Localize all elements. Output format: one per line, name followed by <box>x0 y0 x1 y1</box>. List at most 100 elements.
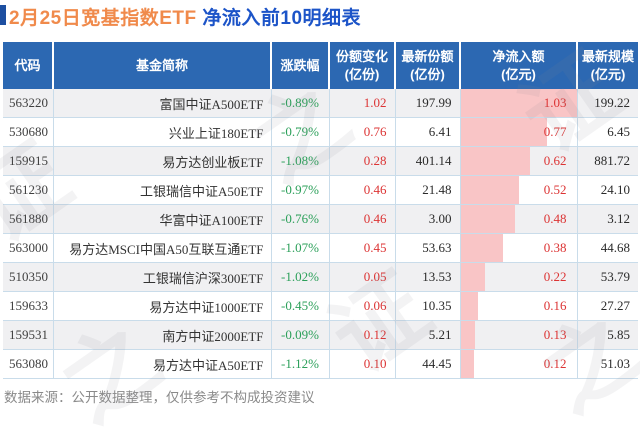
fund-name-cell: 易方达中证1000ETF <box>53 291 272 321</box>
etf-flow-table: 代码 基金简称 涨跌幅 份额变化 (亿份) 最新份额 (亿份) 净流入额 (亿元) 最新规模 (亿元… <box>3 42 638 379</box>
fund-name-cell: 南方中证2000ETF <box>53 320 272 350</box>
table-row: 159531 南方中证2000ETF -0.09% 0.12 5.21 0.13 5.85 <box>3 320 638 350</box>
table-row: 561880 华富中证A100ETF -0.76% 0.46 3.00 0.48 3.12 <box>3 204 638 234</box>
change-pct-cell: -1.02% <box>271 262 330 292</box>
latest-scale-cell: 3.12 <box>577 204 638 234</box>
fund-code-cell: 530680 <box>3 117 54 147</box>
net-inflow-bar <box>460 292 479 320</box>
fund-code-cell: 563080 <box>3 349 54 379</box>
title-highlight: 2月25日宽基指数ETF <box>9 8 197 29</box>
column-header: 基金简称 <box>53 42 272 89</box>
change-pct-cell: -0.79% <box>271 117 330 147</box>
latest-share-cell: 6.41 <box>395 117 461 147</box>
latest-scale-cell: 44.68 <box>577 233 638 263</box>
latest-scale-cell: 24.10 <box>577 175 638 205</box>
latest-share-cell: 401.14 <box>395 146 461 176</box>
latest-share-cell: 21.48 <box>395 175 461 205</box>
fund-code-cell: 159633 <box>3 291 54 321</box>
column-header: 涨跌幅 <box>271 42 330 89</box>
share-change-cell: 0.12 <box>329 320 396 350</box>
fund-name-cell: 易方达创业板ETF <box>53 146 272 176</box>
table-header: 代码 基金简称 涨跌幅 份额变化 (亿份) 最新份额 (亿份) 净流入额 (亿元) 最新规模 (亿元… <box>3 42 638 89</box>
table-row: 510350 工银瑞信沪深300ETF -1.02% 0.05 13.53 0.22 53.… <box>3 262 638 292</box>
net-inflow-bar <box>460 263 486 291</box>
change-pct-cell: -0.97% <box>271 175 330 205</box>
change-pct-cell: -0.89% <box>271 89 330 118</box>
column-header: 最新份额 (亿份) <box>395 42 461 89</box>
table-row: 561230 工银瑞信中证A50ETF -0.97% 0.46 21.48 0.52 24.… <box>3 175 638 205</box>
latest-scale-cell: 881.72 <box>577 146 638 176</box>
net-inflow-cell: 0.52 <box>460 175 578 205</box>
table-row: 159915 易方达创业板ETF -1.08% 0.28 401.14 0.62 881.7… <box>3 146 638 176</box>
net-inflow-cell: 0.22 <box>460 262 578 292</box>
share-change-cell: 0.10 <box>329 349 396 379</box>
latest-share-cell: 13.53 <box>395 262 461 292</box>
fund-name-cell: 工银瑞信中证A50ETF <box>53 175 272 205</box>
fund-code-cell: 510350 <box>3 262 54 292</box>
net-inflow-cell: 0.48 <box>460 204 578 234</box>
latest-scale-cell: 27.27 <box>577 291 638 321</box>
change-pct-cell: -0.45% <box>271 291 330 321</box>
net-inflow-cell: 0.38 <box>460 233 578 263</box>
table-row: 530680 兴业上证180ETF -0.79% 0.76 6.41 0.77 6.45 <box>3 117 638 147</box>
change-pct-cell: -0.09% <box>271 320 330 350</box>
latest-share-cell: 44.45 <box>395 349 461 379</box>
share-change-cell: 0.76 <box>329 117 396 147</box>
net-inflow-bar <box>460 89 576 117</box>
net-inflow-bar <box>460 147 531 175</box>
net-inflow-bar <box>460 350 475 378</box>
fund-name-cell: 兴业上证180ETF <box>53 117 272 147</box>
latest-share-cell: 3.00 <box>395 204 461 234</box>
net-inflow-cell: 0.13 <box>460 320 578 350</box>
fund-code-cell: 561230 <box>3 175 54 205</box>
net-inflow-bar <box>460 234 504 262</box>
change-pct-cell: -1.12% <box>271 349 330 379</box>
net-inflow-cell: 0.12 <box>460 349 578 379</box>
fund-name-cell: 工银瑞信沪深300ETF <box>53 262 272 292</box>
latest-scale-cell: 51.03 <box>577 349 638 379</box>
net-inflow-cell: 1.03 <box>460 89 578 118</box>
change-pct-cell: -0.76% <box>271 204 330 234</box>
net-inflow-cell: 0.62 <box>460 146 578 176</box>
net-inflow-bar <box>460 176 520 204</box>
latest-scale-cell: 5.85 <box>577 320 638 350</box>
latest-share-cell: 197.99 <box>395 89 461 118</box>
net-inflow-bar <box>460 321 476 349</box>
share-change-cell: 1.02 <box>329 89 396 118</box>
share-change-cell: 0.05 <box>329 262 396 292</box>
latest-scale-cell: 6.45 <box>577 117 638 147</box>
column-header: 净流入额 (亿元) <box>460 42 578 89</box>
table-row: 563220 富国中证A500ETF -0.89% 1.02 197.99 1.03 199… <box>3 89 638 118</box>
fund-code-cell: 159915 <box>3 146 54 176</box>
latest-scale-cell: 199.22 <box>577 89 638 118</box>
change-pct-cell: -1.08% <box>271 146 330 176</box>
net-inflow-cell: 0.77 <box>460 117 578 147</box>
fund-code-cell: 563220 <box>3 89 54 118</box>
share-change-cell: 0.46 <box>329 175 396 205</box>
latest-share-cell: 10.35 <box>395 291 461 321</box>
net-inflow-bar <box>460 205 515 233</box>
column-header: 份额变化 (亿份) <box>329 42 396 89</box>
table-row: 159633 易方达中证1000ETF -0.45% 0.06 10.35 0.16 27.… <box>3 291 638 321</box>
share-change-cell: 0.06 <box>329 291 396 321</box>
net-inflow-bar <box>460 118 548 146</box>
latest-share-cell: 53.63 <box>395 233 461 263</box>
data-source-note: 数据来源：公开数据整理，仅供参考不构成投资建议 <box>4 390 315 405</box>
fund-name-cell: 华富中证A100ETF <box>53 204 272 234</box>
fund-code-cell: 563000 <box>3 233 54 263</box>
fund-code-cell: 159531 <box>3 320 54 350</box>
fund-name-cell: 易方达中证A50ETF <box>53 349 272 379</box>
fund-name-cell: 富国中证A500ETF <box>53 89 272 118</box>
latest-share-cell: 5.21 <box>395 320 461 350</box>
title-accent-bar <box>0 5 6 25</box>
latest-scale-cell: 53.79 <box>577 262 638 292</box>
table-row: 563000 易方达MSCI中国A50互联互通ETF -1.07% 0.45 53.63… <box>3 233 638 263</box>
fund-code-cell: 561880 <box>3 204 54 234</box>
title-main: 净流入前10明细表 <box>196 8 362 29</box>
page-title: 2月25日宽基指数ETF 净流入前10明细表 <box>0 3 640 31</box>
fund-name-cell: 易方达MSCI中国A50互联互通ETF <box>53 233 272 263</box>
column-header: 代码 <box>3 42 54 89</box>
share-change-cell: 0.45 <box>329 233 396 263</box>
column-header: 最新规模 (亿元) <box>577 42 638 89</box>
change-pct-cell: -1.07% <box>271 233 330 263</box>
